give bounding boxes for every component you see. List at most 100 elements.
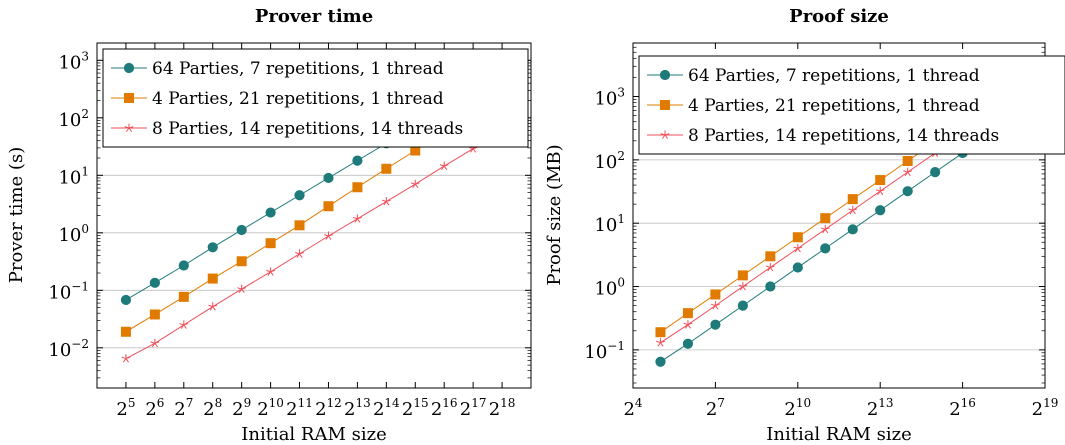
legend-label: 64 Parties, 7 repetitions, 1 thread [688,66,980,86]
data-point [793,243,803,253]
data-point [236,224,247,236]
series-line-2 [125,130,503,360]
data-point [149,277,160,288]
x-tick-label: 28 [203,396,222,420]
data-point [737,300,748,311]
data-point [902,186,913,197]
data-point [875,205,886,216]
data-point [207,242,218,253]
chart-title: Proof size [789,6,889,27]
y-tick-label: 101 [594,212,625,236]
y-tick-label: 103 [594,86,625,110]
data-point [738,282,748,291]
data-point [656,338,665,347]
x-axis-label: Initial RAM size [766,424,912,445]
y-axis-label: Prover time (s) [6,147,27,283]
data-point [207,273,218,284]
data-point [236,256,247,267]
x-tick-label: 213 [344,396,371,420]
data-point [121,354,131,363]
data-point [875,175,886,186]
data-point [150,338,160,348]
series-line-0 [660,114,1018,363]
data-point [930,167,941,178]
x-tick-label: 25 [116,396,135,420]
data-point [683,320,693,329]
x-tick-label: 218 [489,396,516,420]
x-tick-label: 26 [145,396,164,420]
y-tick-label: 102 [594,149,625,173]
y-tick-label: 101 [58,164,89,188]
data-point [381,163,392,174]
data-point [737,270,748,281]
data-point [294,190,305,201]
data-point [178,260,189,271]
y-tick-label: 10−2 [48,337,89,361]
data-point [265,207,276,218]
chart-title: Prover time [255,6,373,27]
legend-label: 8 Parties, 14 repetitions, 14 threads [152,119,463,139]
legend-box [638,55,1065,155]
legend: 64 Parties, 7 repetitions, 1 thread 4 Par… [102,48,529,148]
data-point [179,320,189,329]
x-tick-label: 24 [623,396,642,420]
data-point [765,262,775,272]
legend-marker [660,100,670,110]
data-point [710,301,720,310]
data-point [208,302,218,311]
data-point [266,267,276,276]
data-point [847,194,858,205]
y-tick-label: 10−1 [584,339,625,363]
data-point [848,205,858,215]
legend-label: 8 Parties, 14 repetitions, 14 threads [688,126,999,146]
data-point [352,155,363,166]
legend-marker [659,69,671,81]
data-point [820,213,831,224]
data-point [903,167,913,177]
data-point [875,186,885,196]
y-tick-label: 103 [58,49,89,73]
legend-label: 4 Parties, 21 repetitions, 1 thread [688,96,980,116]
x-tick-label: 214 [373,396,400,420]
data-point [847,224,858,235]
data-point [765,251,776,262]
x-axis-label: Initial RAM size [241,424,387,445]
y-tick-label: 102 [58,107,89,131]
legend-box [102,48,529,148]
axis-ticks: 10−1 100 101 102 103 24 27 210 213 216 219 [584,43,1058,420]
data-point [352,214,362,223]
y-tick-label: 100 [58,222,89,246]
data-point [765,281,776,292]
legend-label: 4 Parties, 21 repetitions, 1 thread [152,89,444,109]
x-tick-label: 210 [784,396,811,420]
data-point [295,249,304,258]
x-tick-label: 27 [706,396,725,420]
data-point [323,172,334,184]
x-tick-label: 216 [949,396,976,420]
plot-frame [632,42,1046,389]
legend-marker [123,62,135,74]
x-tick-label: 29 [232,396,251,420]
data-point [682,338,694,349]
legend-marker [660,130,670,139]
x-tick-label: 213 [867,396,894,420]
data-point [149,309,160,320]
data-point [820,224,830,234]
x-tick-label: 211 [286,396,313,420]
data-point [710,319,721,330]
legend-label: 64 Parties, 7 repetitions, 1 thread [152,59,444,79]
data-point [710,289,721,300]
data-point [410,179,420,189]
data-point [439,161,449,170]
data-point [682,308,693,319]
data-point [324,231,333,240]
y-tick-label: 10−1 [48,279,89,303]
data-point [352,182,363,193]
data-point [120,326,131,337]
x-tick-label: 219 [1032,396,1059,420]
x-tick-label: 216 [431,396,458,420]
data-point [792,232,803,243]
